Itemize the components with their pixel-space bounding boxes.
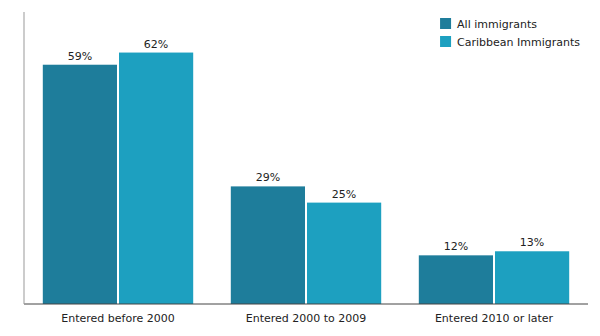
bar (419, 255, 493, 304)
legend-label: All immigrants (457, 18, 537, 31)
legend-item: Caribbean Immigrants (440, 36, 580, 49)
data-labels: 59% 29% 12% 62% 25% 13% (68, 38, 545, 254)
data-label: 59% (68, 50, 92, 63)
bar (231, 186, 305, 304)
x-axis-line (24, 304, 588, 305)
data-label: 12% (444, 240, 468, 253)
data-label: 62% (144, 38, 168, 51)
legend-swatch (440, 18, 451, 29)
x-tick-label: Entered 2000 to 2009 (246, 312, 367, 325)
legend-swatch (440, 36, 451, 47)
bar (495, 251, 569, 304)
data-label: 25% (332, 188, 356, 201)
x-tick-label: Entered before 2000 (61, 312, 174, 325)
bar (43, 65, 117, 304)
legend-label: Caribbean Immigrants (457, 36, 580, 49)
x-tick-label: Entered 2010 or later (435, 312, 554, 325)
data-label: 29% (256, 171, 280, 184)
bar (119, 53, 193, 304)
data-label: 13% (520, 236, 544, 249)
y-axis-line (24, 12, 25, 304)
chart-container: 59% 29% 12% 62% 25% 13% Entered before 2000 Ent… (0, 0, 600, 336)
bar (307, 203, 381, 304)
legend: All immigrants Caribbean Immigrants (440, 18, 580, 49)
bars (43, 53, 569, 304)
chart-svg: 59% 29% 12% 62% 25% 13% Entered before 2000 Ent… (0, 0, 600, 336)
legend-item: All immigrants (440, 18, 537, 31)
